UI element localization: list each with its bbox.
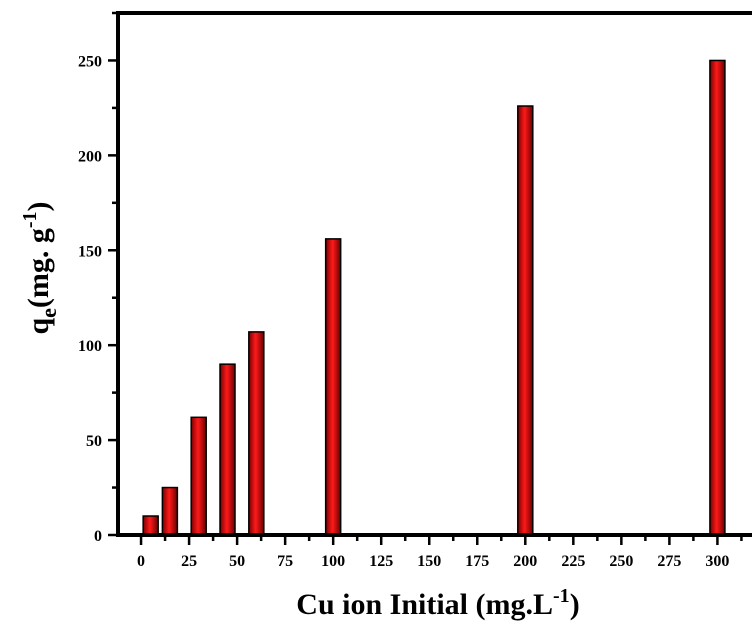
x-axis-ticks: 0 25 50 75 100 125 150 175 200 225 250 275 300 [137, 535, 743, 570]
x-tick-label: 100 [321, 553, 345, 570]
x-tick-label: 50 [229, 553, 245, 570]
x-tick-label: 75 [277, 553, 293, 570]
bar [709, 59, 726, 536]
x-tick-label: 175 [465, 553, 489, 570]
x-tick-label: 200 [513, 553, 537, 570]
x-tick-label: 25 [181, 553, 197, 570]
bars-group [142, 59, 726, 536]
x-tick-label: 300 [705, 553, 729, 570]
y-tick-label: 200 [78, 148, 102, 165]
bar [517, 105, 534, 536]
bar [142, 515, 159, 536]
y-tick-label: 50 [86, 433, 102, 450]
y-tick-label: 250 [78, 53, 102, 70]
y-axis-ticks: 0 50 100 150 200 250 [78, 11, 118, 545]
x-tick-label: 275 [657, 553, 681, 570]
bar [248, 331, 265, 536]
x-tick-label: 225 [561, 553, 585, 570]
y-axis-title: qe(mg. g-1) [19, 201, 61, 334]
bar [190, 416, 207, 536]
x-tick-label: 0 [137, 553, 145, 570]
bar [324, 238, 342, 536]
x-tick-label: 125 [369, 553, 393, 570]
plot-frame [116, 11, 752, 537]
bar [161, 486, 179, 536]
y-tick-label: 150 [78, 243, 102, 260]
x-axis-title: Cu ion Initial (mg.L-1) [296, 585, 579, 621]
x-tick-label: 150 [417, 553, 441, 570]
y-tick-label: 100 [78, 338, 102, 355]
bar [219, 363, 236, 536]
x-tick-label: 250 [609, 553, 633, 570]
y-tick-label: 0 [94, 528, 102, 545]
